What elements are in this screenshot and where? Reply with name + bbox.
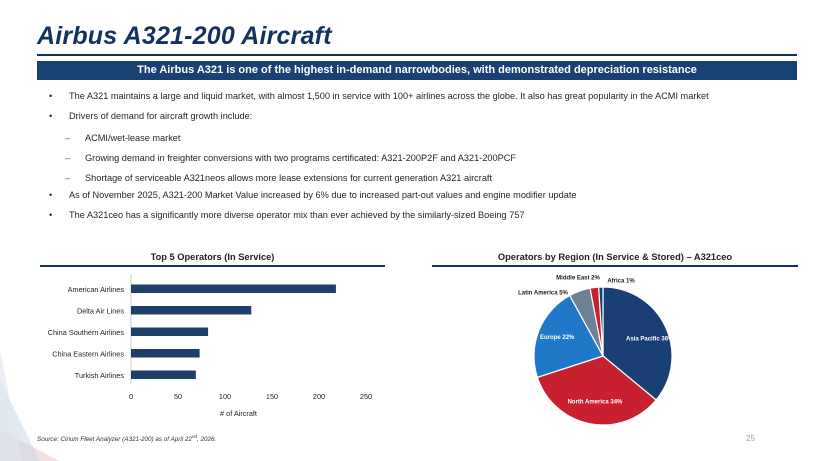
sub-bullet-item: – ACMI/wet-lease market xyxy=(65,133,181,143)
pie-slice xyxy=(602,286,673,401)
pie-slice xyxy=(598,286,604,357)
key-message-banner: The Airbus A321 is one of the highest in… xyxy=(37,61,797,80)
x-axis-label: # of Aircraft xyxy=(220,409,257,418)
sub-bullet-item: – Shortage of serviceable A321neos allows… xyxy=(65,173,493,183)
bar-chart-title-rule xyxy=(40,265,385,267)
x-tick-label: 100 xyxy=(219,392,231,401)
bar xyxy=(131,306,252,315)
x-tick-label: 200 xyxy=(313,392,325,401)
pie-slice-label: Europe 22% xyxy=(540,335,575,341)
category-label: China Southern Airlines xyxy=(48,328,125,337)
category-label: Delta Air Lines xyxy=(77,306,124,315)
pie-slice-label: Asia Pacific 36% xyxy=(626,336,674,342)
bar-chart-title: Top 5 Operators (In Service) xyxy=(150,252,275,262)
bar xyxy=(131,349,200,358)
x-tick-label: 150 xyxy=(266,392,278,401)
pie-slice-label: North America 34% xyxy=(568,400,623,406)
bullet-item: • As of November 2025, A321-200 Market Va… xyxy=(49,190,577,200)
pie-slice-label: Middle East 2% xyxy=(556,276,600,282)
bar xyxy=(131,327,209,336)
bullet-item: • The A321 maintains a large and liquid m… xyxy=(49,91,709,101)
x-tick-label: 0 xyxy=(129,392,133,401)
category-label: China Eastern Airlines xyxy=(52,349,124,358)
x-tick-label: 50 xyxy=(174,392,182,401)
page-number: 25 xyxy=(746,434,755,443)
bar xyxy=(131,284,336,293)
pie-slice xyxy=(536,355,658,426)
pie-slice-label: Africa 1% xyxy=(607,279,635,285)
sub-bullet-item: – Growing demand in freighter conversions… xyxy=(65,153,517,163)
bullet-item: • Drivers of demand for aircraft growth i… xyxy=(49,111,253,121)
slide-title: Airbus A321-200 Aircraft xyxy=(37,22,332,50)
x-tick-label: 250 xyxy=(360,392,372,401)
bar xyxy=(131,370,196,379)
category-label: Turkish Airlines xyxy=(75,371,125,380)
pie-chart-title: Operators by Region (In Service & Stored… xyxy=(497,252,733,262)
pie-slice-label: Latin America 5% xyxy=(518,291,568,297)
source-note: Source: Cirium Fleet Analyzer (A321-200)… xyxy=(37,434,217,444)
category-label: American Airlines xyxy=(68,285,125,294)
pie-chart-title-rule xyxy=(432,265,798,267)
pie-slice xyxy=(533,294,604,379)
bullet-item: • The A321ceo has a significantly more di… xyxy=(49,210,525,220)
title-divider xyxy=(37,54,797,56)
